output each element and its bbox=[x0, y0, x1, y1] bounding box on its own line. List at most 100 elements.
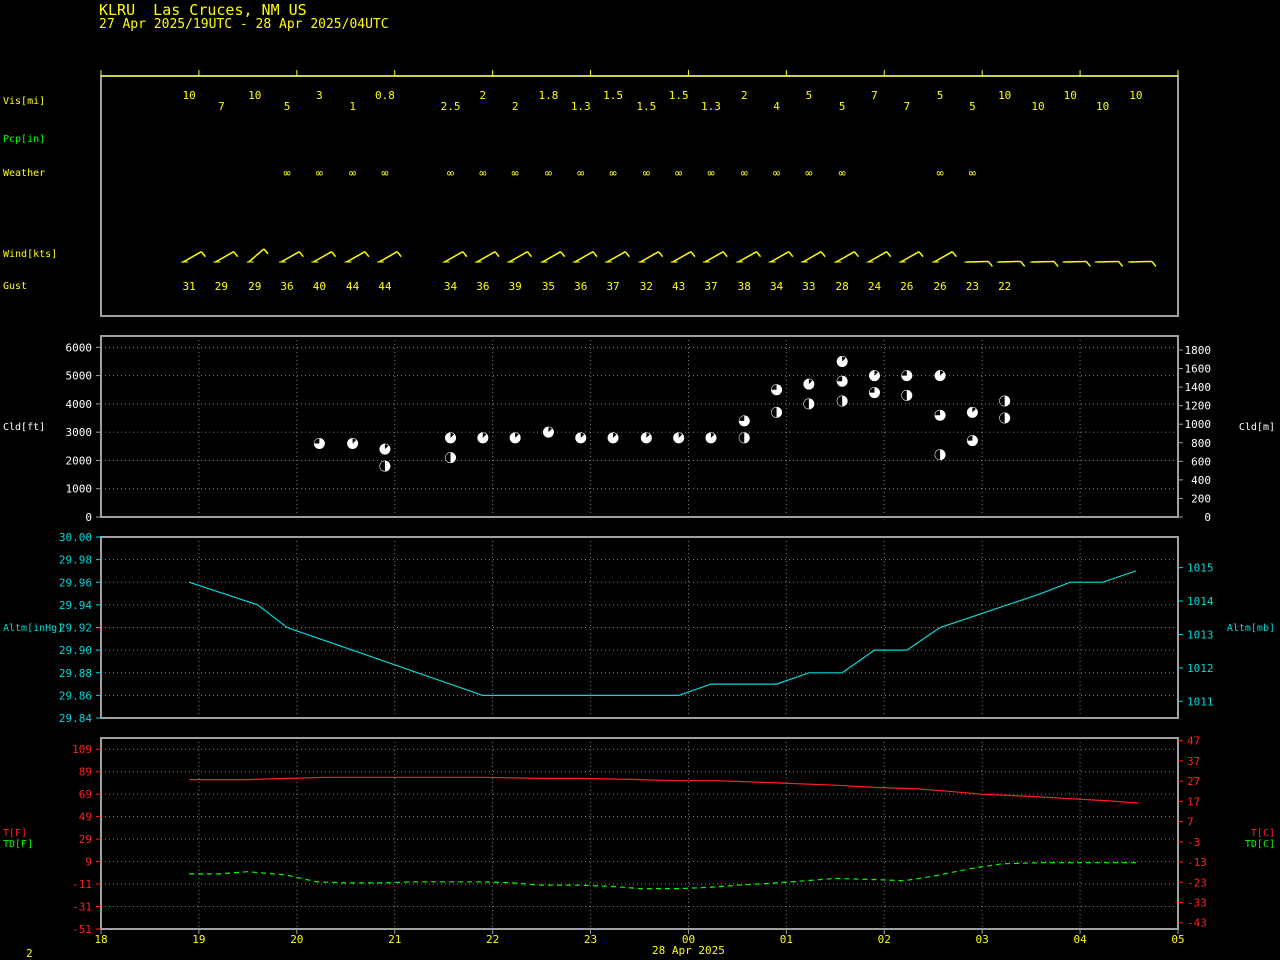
weather-haze-symbol: ∞ bbox=[839, 166, 846, 180]
visibility-value: 1.8 bbox=[539, 89, 559, 102]
time-xtick-label: 18 bbox=[94, 933, 107, 946]
wind-barb-flag bbox=[298, 251, 304, 258]
cloud-layer-symbol bbox=[379, 443, 391, 455]
cloud-layer-symbol bbox=[836, 395, 848, 407]
cloud-layer-symbol bbox=[445, 452, 457, 464]
cloud-layer-symbol bbox=[966, 435, 978, 447]
gust-value: 44 bbox=[378, 280, 392, 293]
wind-barb bbox=[344, 251, 370, 263]
visibility-value: 5 bbox=[839, 100, 846, 113]
gust-value: 35 bbox=[542, 280, 555, 293]
wind-barb-staff bbox=[770, 251, 790, 263]
cloud-ytick-right: 0 bbox=[1204, 511, 1211, 524]
cloud-layer-symbol bbox=[640, 432, 652, 444]
cloud-cover-sector bbox=[972, 407, 976, 413]
cloud-cover-sector bbox=[379, 461, 385, 472]
visibility-value: 3 bbox=[316, 89, 323, 102]
gust-value: 31 bbox=[182, 280, 195, 293]
cloud-cover-sector bbox=[445, 452, 451, 463]
cloud-layer-symbol bbox=[803, 398, 815, 410]
visibility-value: 10 bbox=[248, 89, 261, 102]
wind-barb-staff bbox=[639, 251, 659, 263]
cloud-layer-symbol bbox=[868, 387, 880, 399]
wind-barb bbox=[1094, 260, 1124, 267]
wind-barb bbox=[800, 251, 826, 263]
cloud-cover-sector bbox=[803, 398, 809, 409]
visibility-value: 7 bbox=[218, 100, 225, 113]
cloud-cover-sector bbox=[482, 432, 487, 438]
altimeter-ytick-left: 30.00 bbox=[59, 531, 92, 544]
wind-barb-staff bbox=[444, 251, 464, 263]
gust-value: 38 bbox=[738, 280, 751, 293]
cloud-cover-sector bbox=[869, 387, 875, 393]
wind-barb bbox=[1029, 260, 1059, 267]
time-xtick-label: 23 bbox=[584, 933, 597, 946]
cloud-cover-sector bbox=[384, 444, 389, 450]
gust-value: 40 bbox=[313, 280, 326, 293]
cloud-cover-sector bbox=[739, 432, 745, 443]
wind-barb-staff bbox=[346, 251, 366, 263]
surface-observations-panel: Vis[mi] Pcp[in] Weather Wind[kts] Gust 10 7 10 5… bbox=[3, 70, 1179, 317]
wind-barb-staff bbox=[704, 251, 724, 263]
cloud-layer-symbol bbox=[999, 412, 1011, 424]
wind-barb-flag bbox=[987, 260, 993, 267]
cloud-panel: 0 1000 2000 3000 4000 5000 6000 0 200 400 600 800 10… bbox=[3, 335, 1275, 524]
weather-haze-symbol: ∞ bbox=[447, 166, 454, 180]
time-xtick-label: 01 bbox=[780, 933, 793, 946]
weather-haze-symbol: ∞ bbox=[707, 166, 714, 180]
weather-haze-symbol: ∞ bbox=[545, 166, 552, 180]
chart-header: KLRU Las Cruces, NM US 27 Apr 2025/19UTC… bbox=[99, 2, 389, 32]
altimeter-ylabel-right: Altm[mb] bbox=[1227, 623, 1275, 634]
weather-haze-symbol: ∞ bbox=[643, 166, 650, 180]
cloud-ytick-right: 400 bbox=[1191, 474, 1211, 487]
wind-barb-flag bbox=[364, 251, 370, 258]
wind-barb-staff bbox=[215, 251, 235, 263]
visibility-value: 5 bbox=[937, 89, 944, 102]
visibility-value: 1.3 bbox=[701, 100, 721, 113]
altimeter-panel: 29.84 29.86 29.88 29.90 29.92 29.94 29.96 29.98… bbox=[3, 531, 1275, 725]
altimeter-ytick-left: 29.88 bbox=[59, 667, 92, 680]
weather-haze-symbol: ∞ bbox=[609, 166, 616, 180]
temperature-label-right: T[C] bbox=[1251, 828, 1275, 839]
wind-barb bbox=[1127, 260, 1157, 267]
wind-barb bbox=[638, 251, 664, 263]
temperature-ytick-right: -33 bbox=[1187, 896, 1207, 909]
gust-value: 26 bbox=[933, 280, 946, 293]
time-xtick-label: 03 bbox=[976, 933, 989, 946]
temperature-ytick-left: -31 bbox=[72, 901, 92, 914]
wind-barb-flag bbox=[853, 251, 860, 258]
cloud-ytick-right: 1000 bbox=[1185, 418, 1212, 431]
temperature-ytick-right: 7 bbox=[1187, 816, 1194, 829]
wind-barb-flag bbox=[331, 251, 337, 258]
wind-barb bbox=[964, 260, 993, 267]
temperature-ytick-left: 69 bbox=[79, 788, 92, 801]
altimeter-ytick-left: 29.90 bbox=[59, 644, 92, 657]
altimeter-ytick-left: 29.98 bbox=[59, 554, 92, 567]
gust-value: 29 bbox=[248, 280, 261, 293]
cloud-layer-symbol bbox=[673, 432, 685, 444]
cloud-cover-sector bbox=[710, 432, 715, 438]
cloud-layer-symbol bbox=[901, 389, 913, 401]
gust-value: 32 bbox=[640, 280, 653, 293]
cloud-cover-sector bbox=[999, 396, 1005, 407]
cloud-layer-symbol bbox=[934, 409, 946, 421]
cloud-ylabel-right: Cld[m] bbox=[1239, 422, 1275, 433]
cloud-layer-symbol bbox=[379, 460, 391, 472]
cloud-layer-symbol bbox=[738, 415, 750, 427]
panel-frame bbox=[100, 737, 1179, 930]
cloud-ytick-left: 2000 bbox=[66, 454, 93, 467]
cloud-ytick-left: 1000 bbox=[66, 483, 93, 496]
cloud-ytick-right: 1400 bbox=[1185, 381, 1212, 394]
cloud-ytick-right: 1200 bbox=[1185, 400, 1212, 413]
weather-haze-symbol: ∞ bbox=[381, 166, 388, 180]
temperature-ytick-right: -23 bbox=[1187, 876, 1207, 889]
temperature-ytick-left: 109 bbox=[72, 743, 92, 756]
weather-haze-symbol: ∞ bbox=[479, 166, 486, 180]
altimeter-ytick-right: 1012 bbox=[1187, 662, 1214, 675]
wind-barb bbox=[279, 251, 304, 263]
gust-value: 22 bbox=[998, 280, 1011, 293]
gust-value: 39 bbox=[509, 280, 522, 293]
visibility-value: 2 bbox=[741, 89, 748, 102]
weather-haze-symbol: ∞ bbox=[805, 166, 812, 180]
